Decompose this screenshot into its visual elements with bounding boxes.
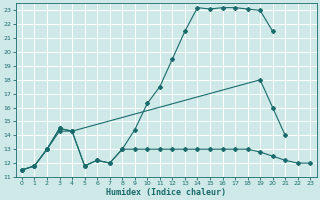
X-axis label: Humidex (Indice chaleur): Humidex (Indice chaleur) — [106, 188, 226, 197]
